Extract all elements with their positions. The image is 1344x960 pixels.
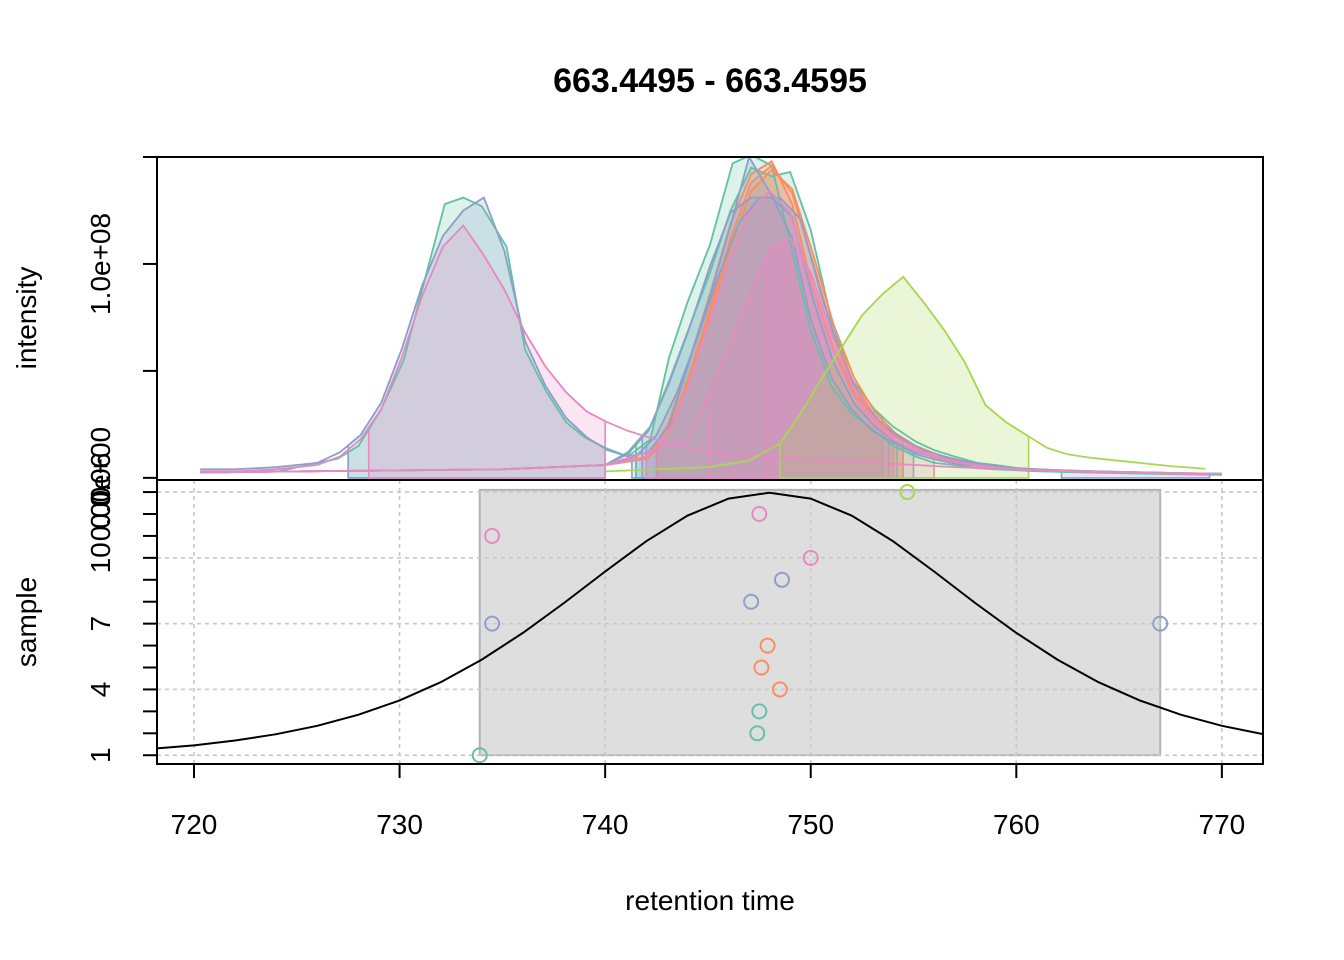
sample-tick-label: 0.00 bbox=[85, 487, 116, 542]
sample-point bbox=[484, 615, 501, 632]
sample-tick-label: 7 bbox=[85, 616, 116, 632]
sample-y-axis: 1 4 7 100.000.06 bbox=[85, 453, 157, 763]
sample-tick-label: 0.06 bbox=[85, 453, 116, 508]
sample-point bbox=[751, 703, 768, 720]
x-tick-label: 740 bbox=[582, 809, 629, 840]
sample-points bbox=[471, 484, 1169, 764]
sample-point bbox=[802, 549, 819, 566]
intensity-tick-label: 0.0e+00 bbox=[85, 427, 116, 529]
sample-tick-label: 1 bbox=[85, 747, 116, 763]
sample-point bbox=[749, 725, 766, 742]
x-axis-label: retention time bbox=[625, 885, 795, 916]
x-tick-label: 760 bbox=[993, 809, 1040, 840]
sample-point bbox=[773, 571, 790, 588]
sample-point bbox=[759, 637, 776, 654]
x-tick-label: 730 bbox=[376, 809, 423, 840]
intensity-axis-label: intensity bbox=[11, 267, 42, 370]
chromatogram-lines bbox=[200, 157, 1222, 476]
retention-time-x-axis: 720 730 740 750 760 770 bbox=[171, 764, 1246, 840]
sample-point bbox=[899, 484, 916, 501]
x-tick-label: 770 bbox=[1199, 809, 1246, 840]
x-tick-label: 720 bbox=[171, 809, 218, 840]
sample-tick-label: 10 bbox=[85, 542, 116, 573]
peak-areas bbox=[347, 157, 1211, 479]
retention-window-rect bbox=[478, 488, 1162, 757]
sample-point bbox=[753, 659, 770, 676]
intensity-panel: 0.0e+00 1.0e+08 intensity bbox=[11, 156, 1264, 529]
sample-point bbox=[743, 593, 760, 610]
sample-point bbox=[771, 681, 788, 698]
sample-point bbox=[1152, 615, 1169, 632]
intensity-tick-label: 1.0e+08 bbox=[85, 213, 116, 315]
sample-tick-label: 4 bbox=[85, 682, 116, 698]
retention-window bbox=[478, 488, 1162, 757]
sample-grid bbox=[157, 480, 1263, 764]
density-curve bbox=[157, 491, 1263, 750]
sample-point bbox=[471, 747, 488, 764]
sample-point bbox=[751, 505, 768, 522]
sample-panel-frame bbox=[156, 479, 1264, 765]
chart-title: 663.4495 - 663.4595 bbox=[553, 62, 867, 100]
x-tick-label: 750 bbox=[787, 809, 834, 840]
sample-axis-label: sample bbox=[11, 577, 42, 667]
chromatogram-line bbox=[605, 275, 1206, 473]
intensity-y-axis: 0.0e+00 1.0e+08 bbox=[85, 156, 157, 529]
sample-point bbox=[484, 527, 501, 544]
density-curve-line bbox=[157, 491, 1263, 750]
chromatogram-line bbox=[200, 224, 1222, 475]
chromatogram-line bbox=[200, 237, 1206, 475]
